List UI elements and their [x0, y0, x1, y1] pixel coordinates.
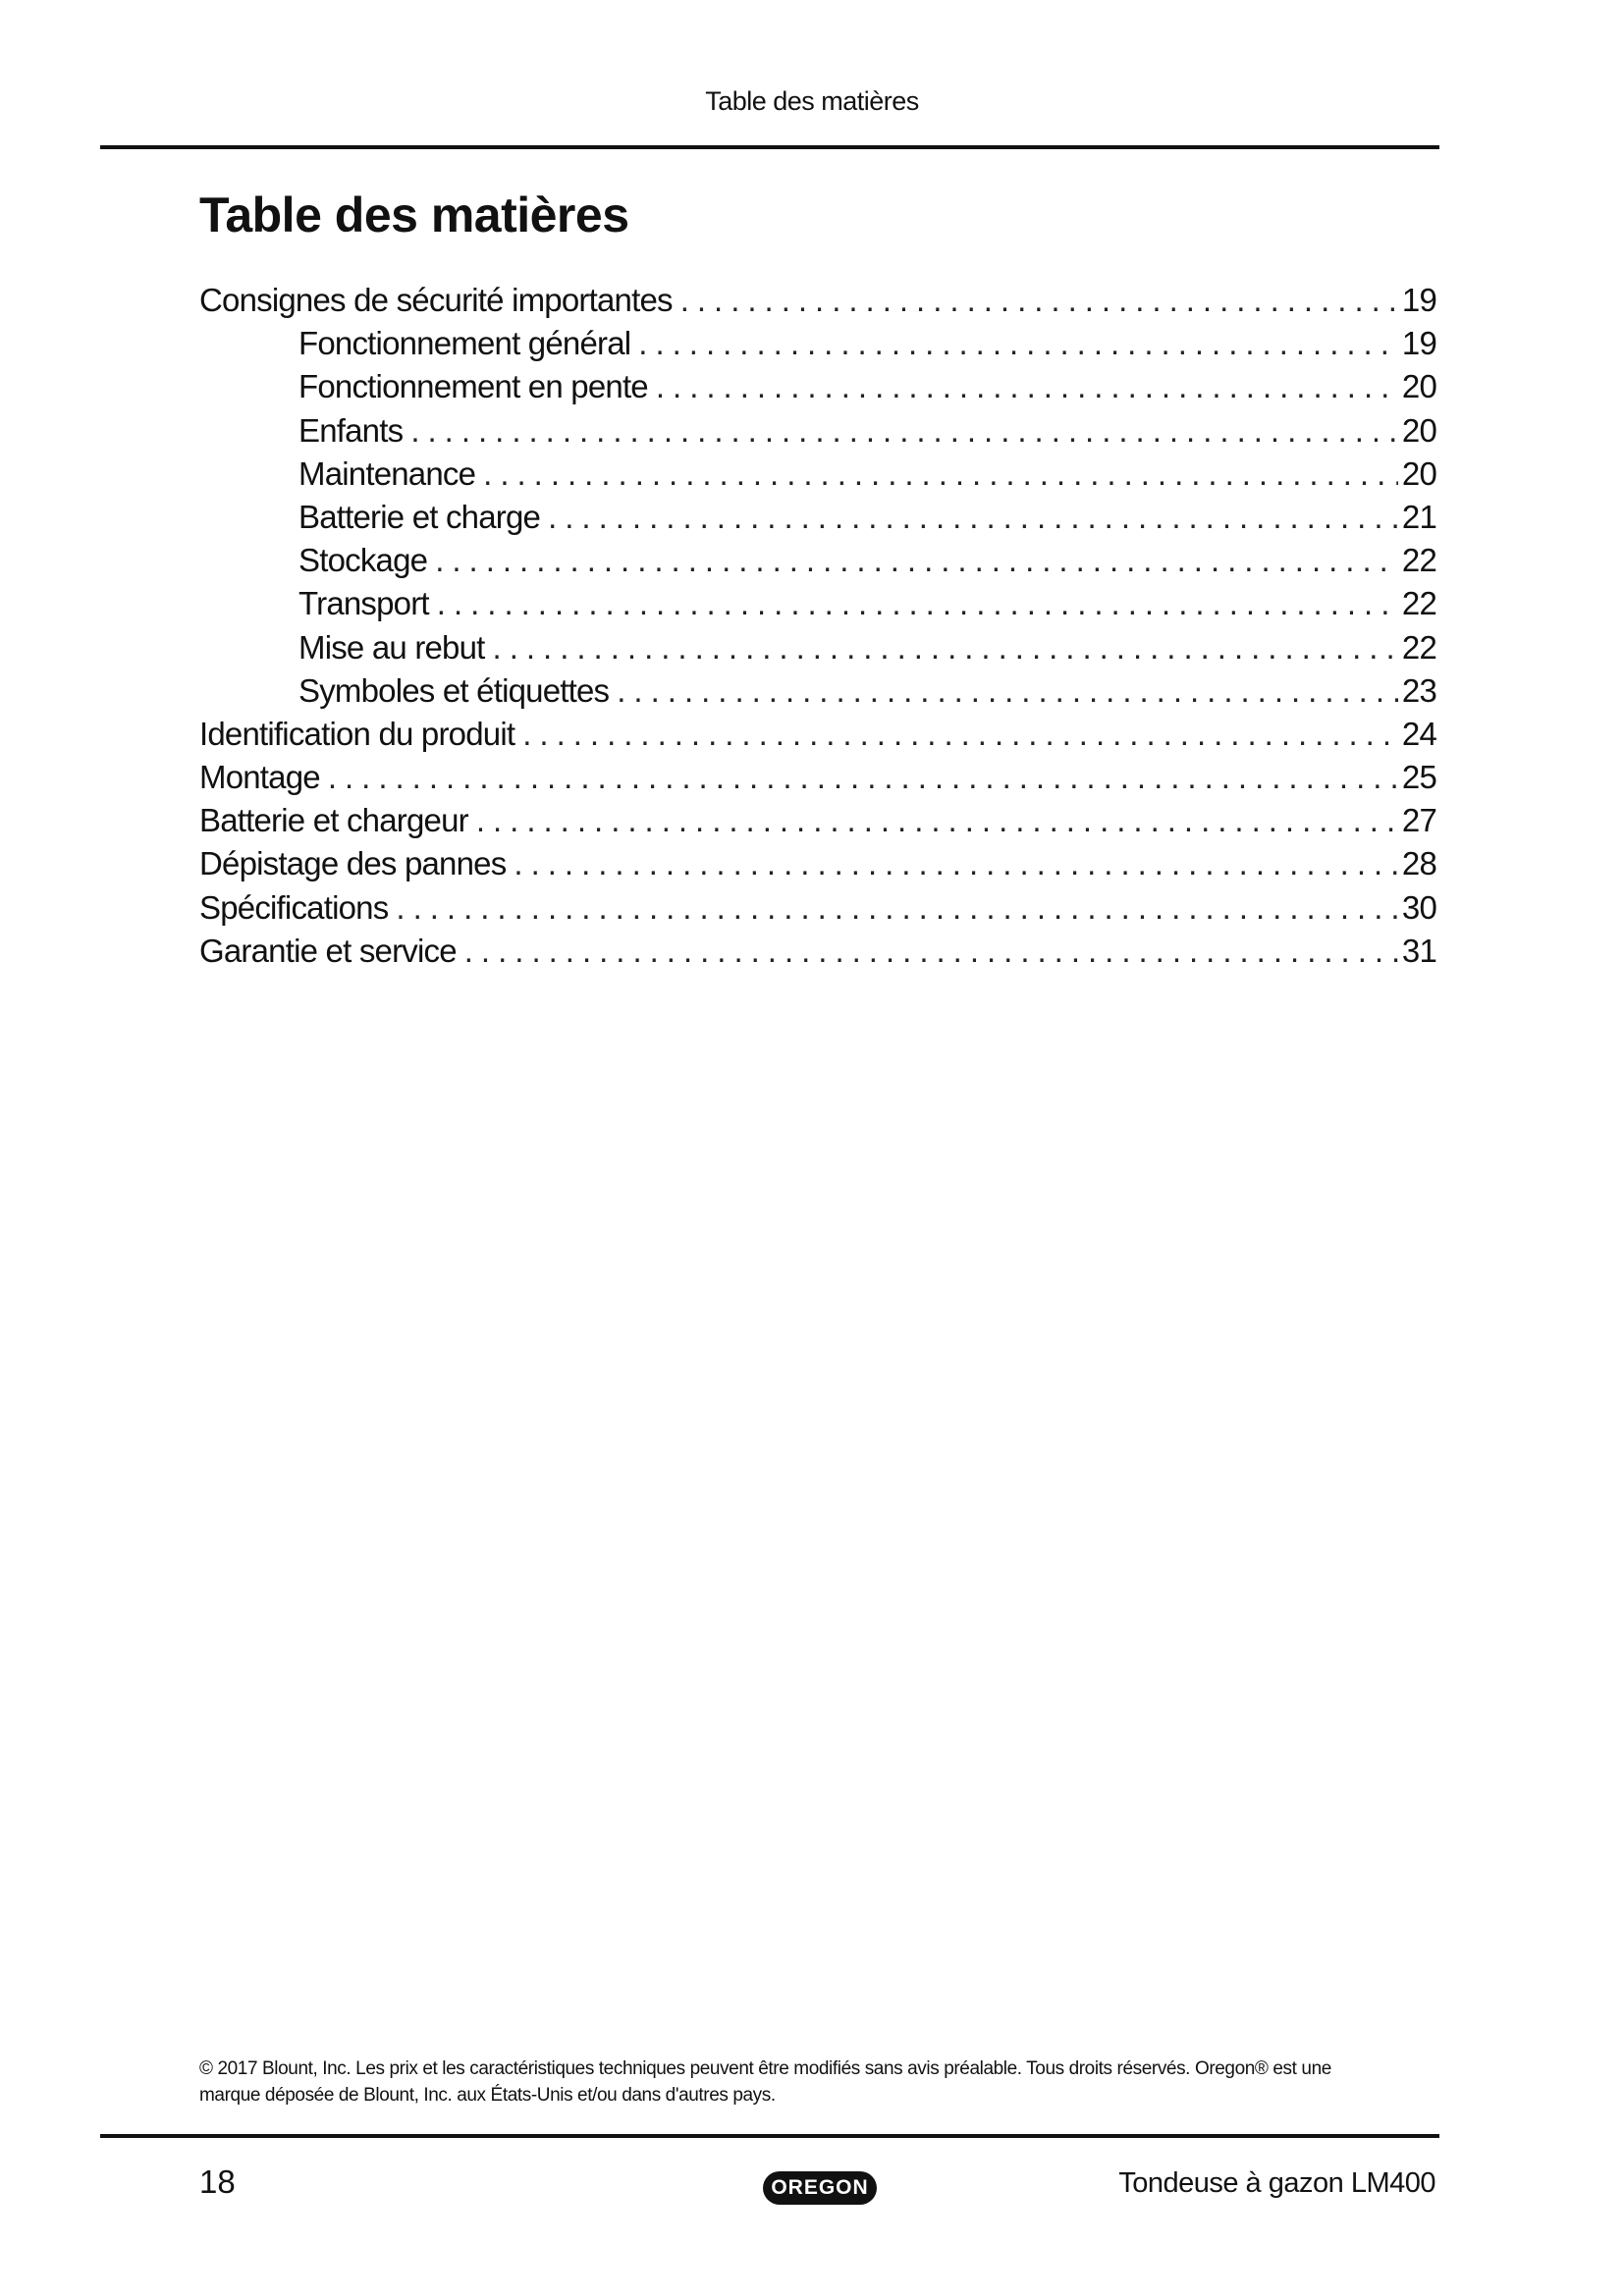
- dot-leader: ........................................…: [679, 282, 1398, 318]
- toc-entry-label: Identification du produit: [199, 715, 515, 752]
- toc-entry[interactable]: Consignes de sécurité importantes.......…: [199, 282, 1437, 325]
- toc-entry-label: Mise au rebut: [298, 628, 485, 666]
- toc-entry-label: Fonctionnement général: [298, 325, 631, 362]
- toc-entry-label: Enfants: [298, 411, 404, 449]
- copyright-line: © 2017 Blount, Inc. Les prix et les cara…: [199, 2058, 1331, 2079]
- dot-leader: ........................................…: [327, 759, 1398, 796]
- toc-entry-label: Stockage: [298, 542, 428, 579]
- toc-entry-page: 27: [1401, 802, 1437, 839]
- toc-entry-label: Dépistage des pannes: [199, 845, 507, 882]
- toc-entry[interactable]: Stockage................................…: [199, 542, 1437, 585]
- toc-entry-page: 22: [1401, 585, 1437, 622]
- dot-leader: ........................................…: [396, 888, 1397, 926]
- toc-entry-page: 19: [1401, 325, 1437, 362]
- toc-entry-page: 21: [1401, 498, 1437, 535]
- toc-entry-label: Transport: [298, 585, 430, 622]
- toc-entry-label: Symboles et étiquettes: [298, 671, 610, 709]
- page-title: Table des matières: [199, 187, 629, 242]
- toc-entry[interactable]: Mise au rebut...........................…: [199, 628, 1437, 672]
- toc-entry-label: Maintenance: [298, 454, 476, 492]
- product-name: Tondeuse à gazon LM400: [1118, 2167, 1435, 2199]
- toc-entry-label: Montage: [199, 759, 321, 796]
- toc-entry-label: Spécifications: [199, 888, 389, 926]
- dot-leader: ........................................…: [410, 411, 1398, 449]
- toc-entry[interactable]: Identification du produit...............…: [199, 715, 1437, 759]
- toc-entry-page: 28: [1401, 845, 1437, 882]
- dot-leader: ........................................…: [514, 845, 1397, 882]
- running-header: Table des matières: [705, 86, 919, 116]
- dot-leader: ........................................…: [463, 932, 1398, 969]
- toc-entry[interactable]: Enfants.................................…: [199, 411, 1437, 455]
- toc-entry[interactable]: Maintenance.............................…: [199, 454, 1437, 499]
- toc-entry-label: Fonctionnement en pente: [298, 368, 649, 405]
- toc-entry-page: 31: [1401, 932, 1437, 969]
- copyright-notice: © 2017 Blount, Inc. Les prix et les cara…: [199, 2056, 1436, 2109]
- toc-entry-page: 19: [1401, 282, 1437, 318]
- dot-leader: ........................................…: [655, 368, 1398, 405]
- toc-entry[interactable]: Fonctionnement en pente.................…: [199, 368, 1437, 411]
- toc-entry[interactable]: Dépistage des pannes....................…: [199, 845, 1437, 888]
- toc-entry-label: Batterie et charge: [298, 498, 541, 535]
- page-number: 18: [199, 2163, 236, 2200]
- dot-leader: ........................................…: [617, 671, 1398, 709]
- oregon-logo: OREGON: [763, 2171, 877, 2205]
- toc-entry-page: 30: [1401, 888, 1437, 926]
- toc-entry-page: 20: [1401, 454, 1437, 492]
- toc-entry-label: Garantie et service: [199, 932, 458, 969]
- dot-leader: ........................................…: [522, 715, 1398, 752]
- toc-entry-page: 22: [1401, 542, 1437, 579]
- copyright-line: marque déposée de Blount, Inc. aux États…: [199, 2085, 776, 2106]
- toc-entry[interactable]: Fonctionnement général..................…: [199, 325, 1437, 368]
- toc-entry-page: 24: [1401, 715, 1437, 752]
- toc-entry[interactable]: Symboles et étiquettes..................…: [199, 671, 1437, 716]
- toc-entry-page: 23: [1401, 671, 1437, 709]
- toc-entry[interactable]: Batterie et chargeur....................…: [199, 802, 1437, 845]
- toc-entry[interactable]: Montage.................................…: [199, 759, 1437, 802]
- toc-entry[interactable]: Transport...............................…: [199, 585, 1437, 628]
- footer-rule: [100, 2134, 1439, 2138]
- toc-entry-page: 20: [1401, 368, 1437, 405]
- dot-leader: ........................................…: [435, 542, 1398, 579]
- toc-entry[interactable]: Garantie et service.....................…: [199, 932, 1437, 976]
- header-rule: [100, 145, 1439, 149]
- toc-entry-page: 22: [1401, 628, 1437, 666]
- toc-entry-page: 20: [1401, 411, 1437, 449]
- dot-leader: ........................................…: [475, 802, 1398, 839]
- toc-entry-label: Batterie et chargeur: [199, 802, 469, 839]
- toc-entry-page: 25: [1401, 759, 1437, 796]
- dot-leader: ........................................…: [492, 628, 1398, 666]
- toc-entry-label: Consignes de sécurité importantes: [199, 282, 674, 318]
- dot-leader: ........................................…: [436, 585, 1398, 622]
- toc-entry[interactable]: Batterie et charge......................…: [199, 498, 1437, 542]
- toc-entry[interactable]: Spécifications..........................…: [199, 888, 1437, 933]
- dot-leader: ........................................…: [638, 325, 1398, 362]
- dot-leader: ........................................…: [483, 454, 1398, 492]
- dot-leader: ........................................…: [548, 498, 1398, 535]
- table-of-contents: Consignes de sécurité importantes.......…: [199, 282, 1437, 976]
